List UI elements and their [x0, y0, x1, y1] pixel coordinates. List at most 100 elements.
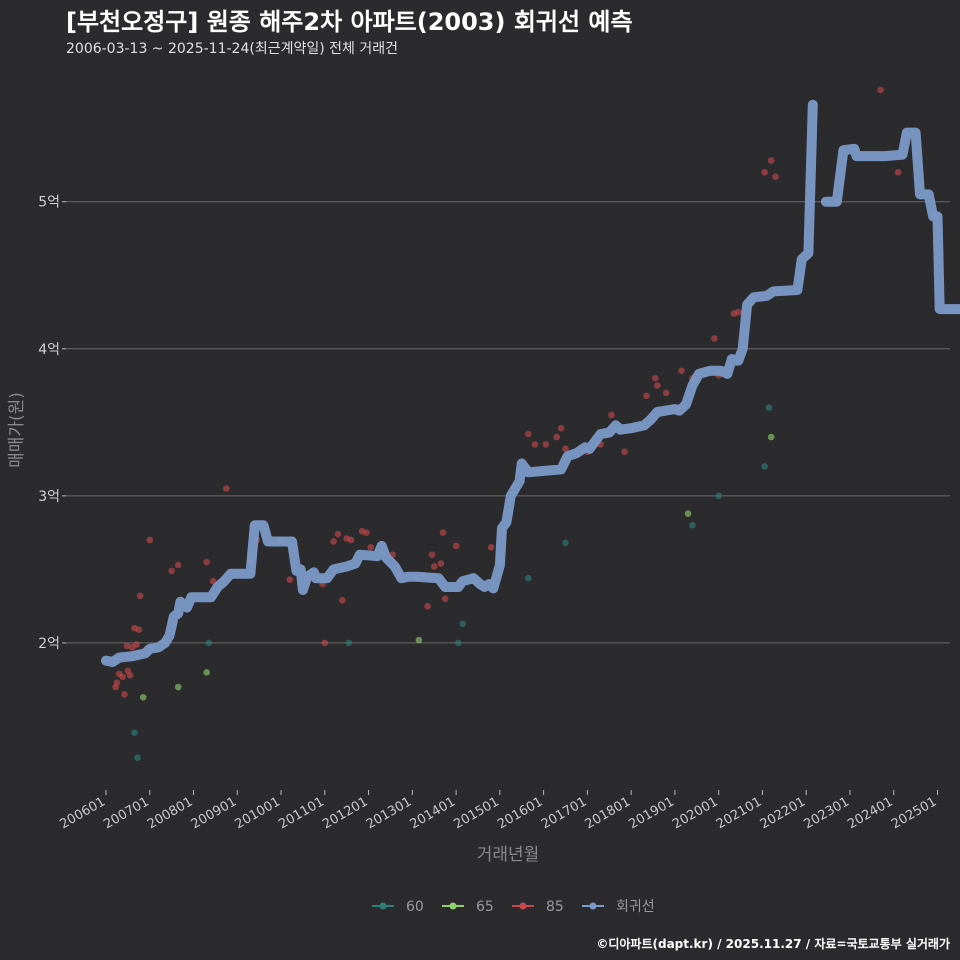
x-tick-label: 201601	[495, 794, 545, 832]
data-point-85	[203, 558, 210, 566]
x-tick-label: 201001	[233, 794, 283, 832]
regression-line-segment	[820, 127, 960, 315]
data-point-60	[525, 574, 532, 582]
x-tick-label: 202101	[714, 794, 764, 832]
y-tick-label: 3억	[38, 489, 60, 505]
data-point-65	[174, 683, 182, 691]
data-point-85	[767, 157, 775, 164]
data-point-85	[662, 389, 670, 397]
data-point-85	[347, 536, 355, 544]
data-point-85	[430, 563, 438, 570]
data-point-65	[139, 694, 147, 701]
data-point-60	[454, 639, 462, 647]
data-point-85	[146, 536, 154, 544]
legend: 60 65 85 회귀선	[372, 899, 655, 915]
data-point-60	[459, 620, 466, 628]
data-point-60	[765, 404, 773, 411]
legend-label: 65	[476, 899, 494, 915]
data-point-85	[553, 433, 561, 441]
chart-subtitle: 2006-03-13 ~ 2025-11-24(최근계약일) 전체 거래건	[66, 41, 398, 57]
data-point-85	[123, 642, 131, 650]
data-point-85	[562, 445, 569, 453]
x-tick-label: 200601	[58, 794, 108, 832]
data-point-85	[223, 485, 230, 492]
data-point-85	[339, 596, 346, 604]
data-point-85	[424, 602, 431, 610]
data-point-85	[542, 441, 550, 448]
x-tick-label: 200701	[101, 794, 151, 832]
data-point-85	[334, 530, 342, 538]
x-tick-label: 201401	[408, 794, 458, 832]
y-tick-label: 2억	[38, 636, 60, 652]
data-point-65	[415, 636, 423, 644]
data-point-85	[487, 544, 495, 551]
legend-label: 85	[546, 899, 564, 915]
y-tick-label: 5억	[38, 195, 60, 211]
data-point-85	[761, 169, 768, 176]
x-axis-label: 거래년월	[477, 845, 540, 865]
legend-swatch-dot	[589, 902, 597, 910]
data-point-60	[715, 492, 722, 500]
x-axis-ticks: 2006012007012008012009012010012011012012…	[58, 790, 939, 832]
data-point-60	[131, 729, 138, 736]
x-tick-label: 201501	[451, 794, 501, 832]
data-point-85	[439, 529, 447, 536]
gridlines	[66, 201, 950, 644]
x-tick-label: 202501	[889, 794, 939, 832]
data-point-85	[135, 626, 143, 633]
data-point-85	[174, 561, 182, 569]
data-point-85	[772, 173, 779, 181]
data-point-85	[441, 595, 449, 603]
legend-label: 60	[406, 899, 424, 915]
x-tick-label: 200801	[145, 794, 195, 832]
legend-swatch-dot	[449, 902, 457, 910]
data-point-60	[562, 539, 569, 547]
y-tick-label: 4억	[38, 342, 60, 358]
data-point-85	[654, 382, 661, 389]
data-point-85	[428, 551, 436, 558]
data-point-85	[286, 576, 294, 583]
legend-swatch-dot	[519, 902, 527, 910]
x-tick-label: 202001	[670, 794, 720, 832]
x-tick-label: 202301	[801, 794, 851, 832]
data-point-85	[367, 544, 375, 551]
data-point-60	[345, 639, 353, 647]
y-axis-ticks: 2억 3억 4억 5억	[38, 195, 66, 652]
data-point-85	[321, 639, 329, 647]
data-point-65	[203, 669, 210, 676]
data-point-85	[121, 691, 128, 698]
data-point-85	[608, 411, 615, 419]
legend-label: 회귀선	[616, 899, 655, 915]
data-point-85	[525, 430, 532, 438]
x-tick-label: 201801	[583, 794, 633, 832]
x-tick-label: 202201	[758, 794, 808, 832]
data-point-85	[126, 671, 134, 679]
data-point-85	[168, 567, 175, 575]
data-point-85	[363, 529, 370, 536]
x-tick-label: 202401	[845, 794, 895, 832]
x-tick-label: 201301	[364, 794, 414, 832]
data-point-85	[894, 169, 902, 176]
data-point-85	[651, 374, 659, 382]
data-point-60	[205, 639, 213, 647]
x-tick-label: 200901	[189, 794, 239, 832]
data-point-85	[735, 308, 742, 316]
x-tick-label: 201101	[276, 794, 326, 832]
x-tick-label: 201201	[320, 794, 370, 832]
y-axis-label: 매매가(원)	[7, 392, 27, 468]
data-point-60	[689, 521, 696, 529]
data-point-60	[134, 754, 141, 761]
data-point-65	[767, 433, 775, 441]
data-point-85	[557, 424, 565, 432]
data-point-85	[330, 538, 337, 545]
data-point-85	[621, 448, 628, 456]
data-point-85	[136, 592, 144, 600]
x-tick-label: 201701	[539, 794, 589, 832]
regression-line	[101, 99, 960, 667]
data-point-85	[678, 367, 685, 375]
legend-swatch-dot	[379, 902, 387, 910]
data-point-85	[133, 641, 140, 648]
scatter-points	[112, 86, 939, 761]
data-point-60	[761, 463, 768, 470]
